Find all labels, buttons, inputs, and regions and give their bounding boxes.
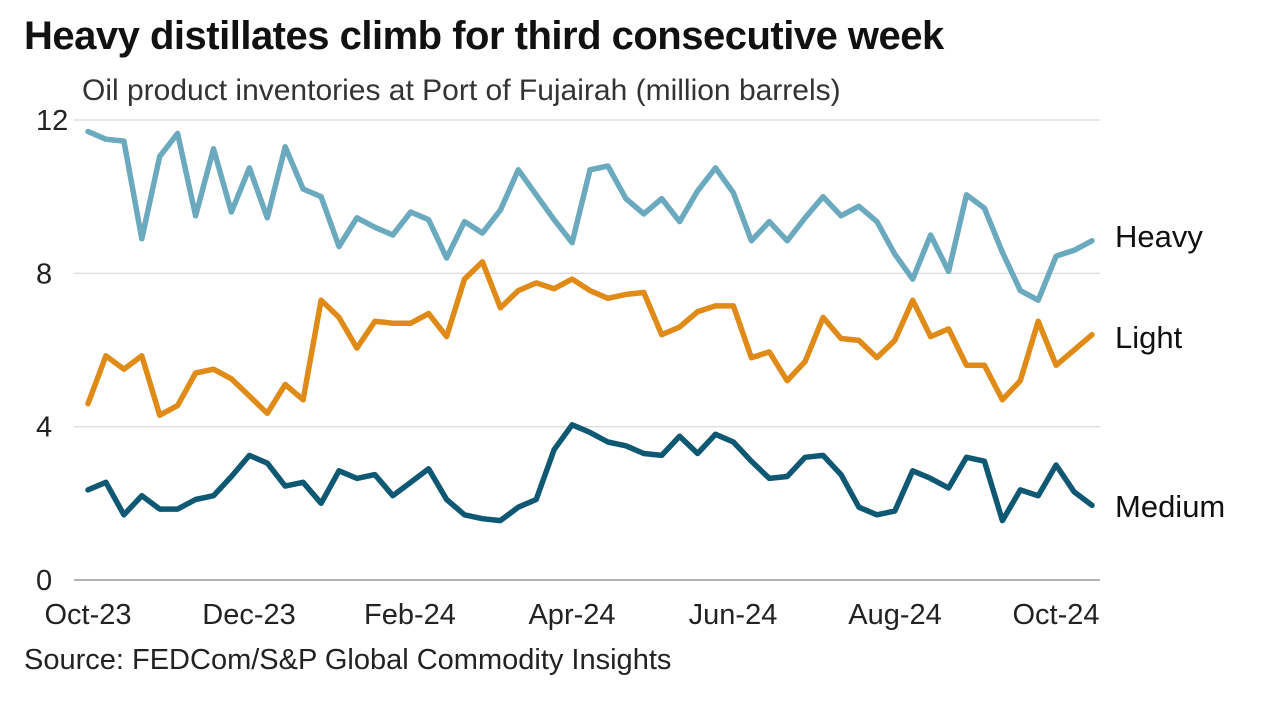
x-axis-ticks: Oct-23 Dec-23 Feb-24 Apr-24 Jun-24 Aug-24 Oct-… xyxy=(44,599,1099,631)
y-tick-label: 0 xyxy=(36,565,52,597)
x-tick-label: Apr-24 xyxy=(528,599,615,631)
x-tick-label: Oct-24 xyxy=(1012,599,1099,631)
x-tick-label: Dec-23 xyxy=(202,599,296,631)
x-tick-label: Oct-23 xyxy=(44,599,131,631)
series-line-medium xyxy=(85,422,1095,524)
chart-title: Heavy distillates climb for third consec… xyxy=(24,14,944,58)
series-label-light: Light xyxy=(1115,320,1183,355)
y-tick-label: 12 xyxy=(36,105,68,137)
x-tick-label: Aug-24 xyxy=(848,599,942,631)
y-tick-label: 8 xyxy=(36,258,52,290)
y-axis-ticks: 0 4 8 12 xyxy=(36,105,68,597)
series-lines xyxy=(85,128,1095,524)
gridlines xyxy=(74,119,1100,581)
x-tick-label: Feb-24 xyxy=(364,599,456,631)
series-labels: Heavy Light Medium xyxy=(1115,219,1225,524)
source-note: Source: FEDCom/S&P Global Commodity Insi… xyxy=(24,644,672,676)
series-line-heavy xyxy=(85,128,1095,303)
series-label-heavy: Heavy xyxy=(1115,219,1203,254)
chart-subtitle: Oil product inventories at Port of Fujai… xyxy=(82,74,841,107)
series-line-light xyxy=(85,259,1095,418)
y-tick-label: 4 xyxy=(36,412,52,444)
x-tick-label: Jun-24 xyxy=(689,599,778,631)
series-label-medium: Medium xyxy=(1115,489,1225,524)
